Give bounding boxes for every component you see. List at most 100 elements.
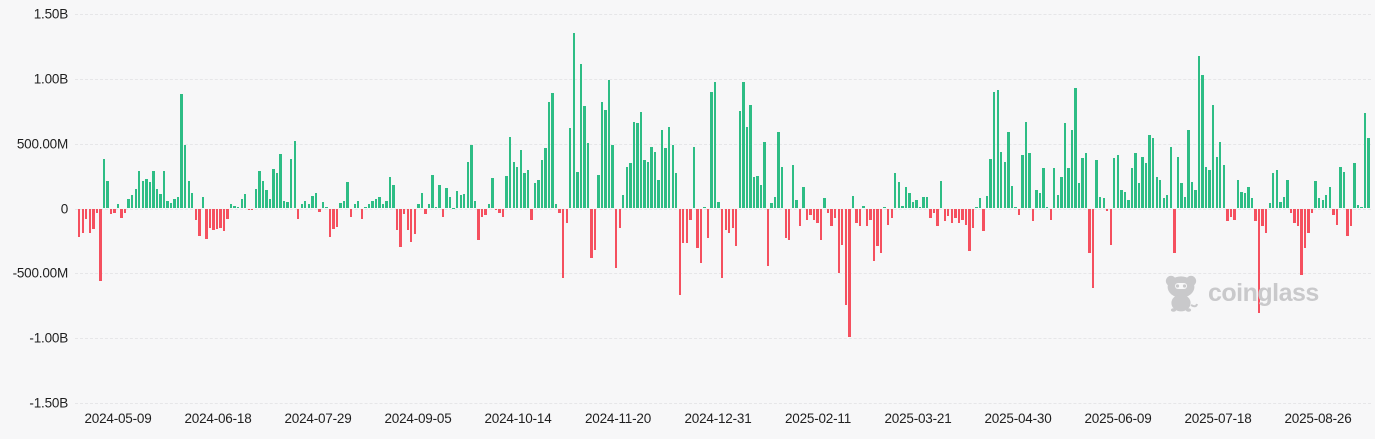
flow-bar[interactable] xyxy=(388,177,392,209)
flow-bar[interactable] xyxy=(1038,193,1042,209)
flow-bar[interactable] xyxy=(985,195,989,209)
flow-bar[interactable] xyxy=(173,199,176,209)
flow-bar[interactable] xyxy=(367,203,371,209)
flow-bar[interactable] xyxy=(1310,208,1314,214)
flow-bar[interactable] xyxy=(996,90,999,209)
flow-bar[interactable] xyxy=(1197,56,1201,209)
flow-bar[interactable] xyxy=(611,144,614,209)
flow-bar[interactable] xyxy=(304,200,307,209)
flow-bar[interactable] xyxy=(123,208,127,213)
flow-bar[interactable] xyxy=(339,203,342,209)
flow-bar[interactable] xyxy=(742,81,745,209)
flow-bar[interactable] xyxy=(812,208,816,220)
flow-bar[interactable] xyxy=(1286,179,1289,209)
flow-bar[interactable] xyxy=(869,208,872,220)
flow-bar[interactable] xyxy=(604,110,607,209)
flow-bar[interactable] xyxy=(908,193,911,209)
flow-bar[interactable] xyxy=(537,179,540,209)
flow-bar[interactable] xyxy=(1250,198,1254,209)
flow-bar[interactable] xyxy=(81,208,84,233)
flow-bar[interactable] xyxy=(431,174,434,209)
flow-bar[interactable] xyxy=(318,208,321,213)
flow-bar[interactable] xyxy=(385,200,388,209)
flow-bar[interactable] xyxy=(176,197,180,209)
flow-bar[interactable] xyxy=(1180,183,1183,209)
flow-bar[interactable] xyxy=(901,205,904,209)
flow-bar[interactable] xyxy=(607,80,611,209)
flow-bar[interactable] xyxy=(618,208,621,229)
flow-bar[interactable] xyxy=(145,179,148,209)
flow-bar[interactable] xyxy=(784,208,787,239)
flow-bar[interactable] xyxy=(236,206,240,209)
flow-bar[interactable] xyxy=(1265,208,1268,234)
flow-bar[interactable] xyxy=(445,188,448,209)
flow-bar[interactable] xyxy=(1240,191,1243,209)
flow-bar[interactable] xyxy=(802,186,805,209)
flow-bar[interactable] xyxy=(434,206,438,209)
flow-bar[interactable] xyxy=(1024,121,1028,209)
flow-bar[interactable] xyxy=(261,180,265,209)
flow-bar[interactable] xyxy=(664,148,667,209)
flow-bar[interactable] xyxy=(438,184,441,209)
flow-bar[interactable] xyxy=(1049,208,1052,220)
flow-bar[interactable] xyxy=(957,208,961,224)
flow-bar[interactable] xyxy=(904,186,908,209)
flow-bar[interactable] xyxy=(894,173,897,209)
flow-bar[interactable] xyxy=(798,208,802,227)
flow-bar[interactable] xyxy=(1335,208,1339,225)
flow-bar[interactable] xyxy=(989,159,992,209)
flow-bar[interactable] xyxy=(410,208,413,243)
flow-bar[interactable] xyxy=(678,208,681,295)
flow-bar[interactable] xyxy=(1272,173,1275,209)
flow-bar[interactable] xyxy=(795,199,798,209)
flow-bar[interactable] xyxy=(713,81,717,209)
flow-bar[interactable] xyxy=(1363,113,1367,209)
flow-bar[interactable] xyxy=(763,141,766,209)
flow-bar[interactable] xyxy=(127,199,130,209)
flow-bar[interactable] xyxy=(1307,208,1310,234)
flow-bar[interactable] xyxy=(1275,169,1278,209)
flow-bar[interactable] xyxy=(788,208,791,240)
flow-bar[interactable] xyxy=(498,208,501,214)
flow-bar[interactable] xyxy=(526,170,530,209)
flow-bar[interactable] xyxy=(1356,204,1360,209)
flow-bar[interactable] xyxy=(99,208,102,282)
flow-bar[interactable] xyxy=(1063,123,1067,209)
flow-bar[interactable] xyxy=(911,201,915,209)
flow-bar[interactable] xyxy=(505,176,508,209)
flow-bar[interactable] xyxy=(1014,207,1017,209)
flow-bar[interactable] xyxy=(1127,199,1130,209)
flow-bar[interactable] xyxy=(229,203,233,209)
flow-bar[interactable] xyxy=(152,170,155,209)
flow-bar[interactable] xyxy=(282,200,286,209)
flow-bar[interactable] xyxy=(1215,156,1218,209)
flow-bar[interactable] xyxy=(1091,208,1095,288)
flow-bar[interactable] xyxy=(307,204,311,209)
flow-bar[interactable] xyxy=(335,208,339,228)
flow-bar[interactable] xyxy=(593,208,597,250)
flow-bar[interactable] xyxy=(1318,198,1321,209)
flow-bar[interactable] xyxy=(1088,208,1091,254)
flow-bar[interactable] xyxy=(636,123,639,209)
flow-bar[interactable] xyxy=(1187,130,1190,209)
flow-bar[interactable] xyxy=(1017,208,1021,215)
flow-bar[interactable] xyxy=(982,208,985,232)
flow-bar[interactable] xyxy=(883,206,886,209)
flow-bar[interactable] xyxy=(88,208,91,233)
flow-bar[interactable] xyxy=(540,160,544,209)
flow-bar[interactable] xyxy=(929,208,932,219)
flow-bar[interactable] xyxy=(689,208,692,220)
flow-bar[interactable] xyxy=(473,200,477,209)
flow-bar[interactable] xyxy=(855,208,858,224)
flow-bar[interactable] xyxy=(484,208,487,216)
flow-bar[interactable] xyxy=(523,173,526,209)
flow-bar[interactable] xyxy=(1169,146,1173,209)
flow-bar[interactable] xyxy=(215,208,219,229)
flow-bar[interactable] xyxy=(78,208,81,237)
flow-bar[interactable] xyxy=(954,208,957,219)
flow-bar[interactable] xyxy=(530,208,533,220)
flow-bar[interactable] xyxy=(194,208,197,221)
flow-bar[interactable] xyxy=(399,208,402,247)
flow-bar[interactable] xyxy=(653,151,657,209)
flow-bar[interactable] xyxy=(1233,208,1236,220)
